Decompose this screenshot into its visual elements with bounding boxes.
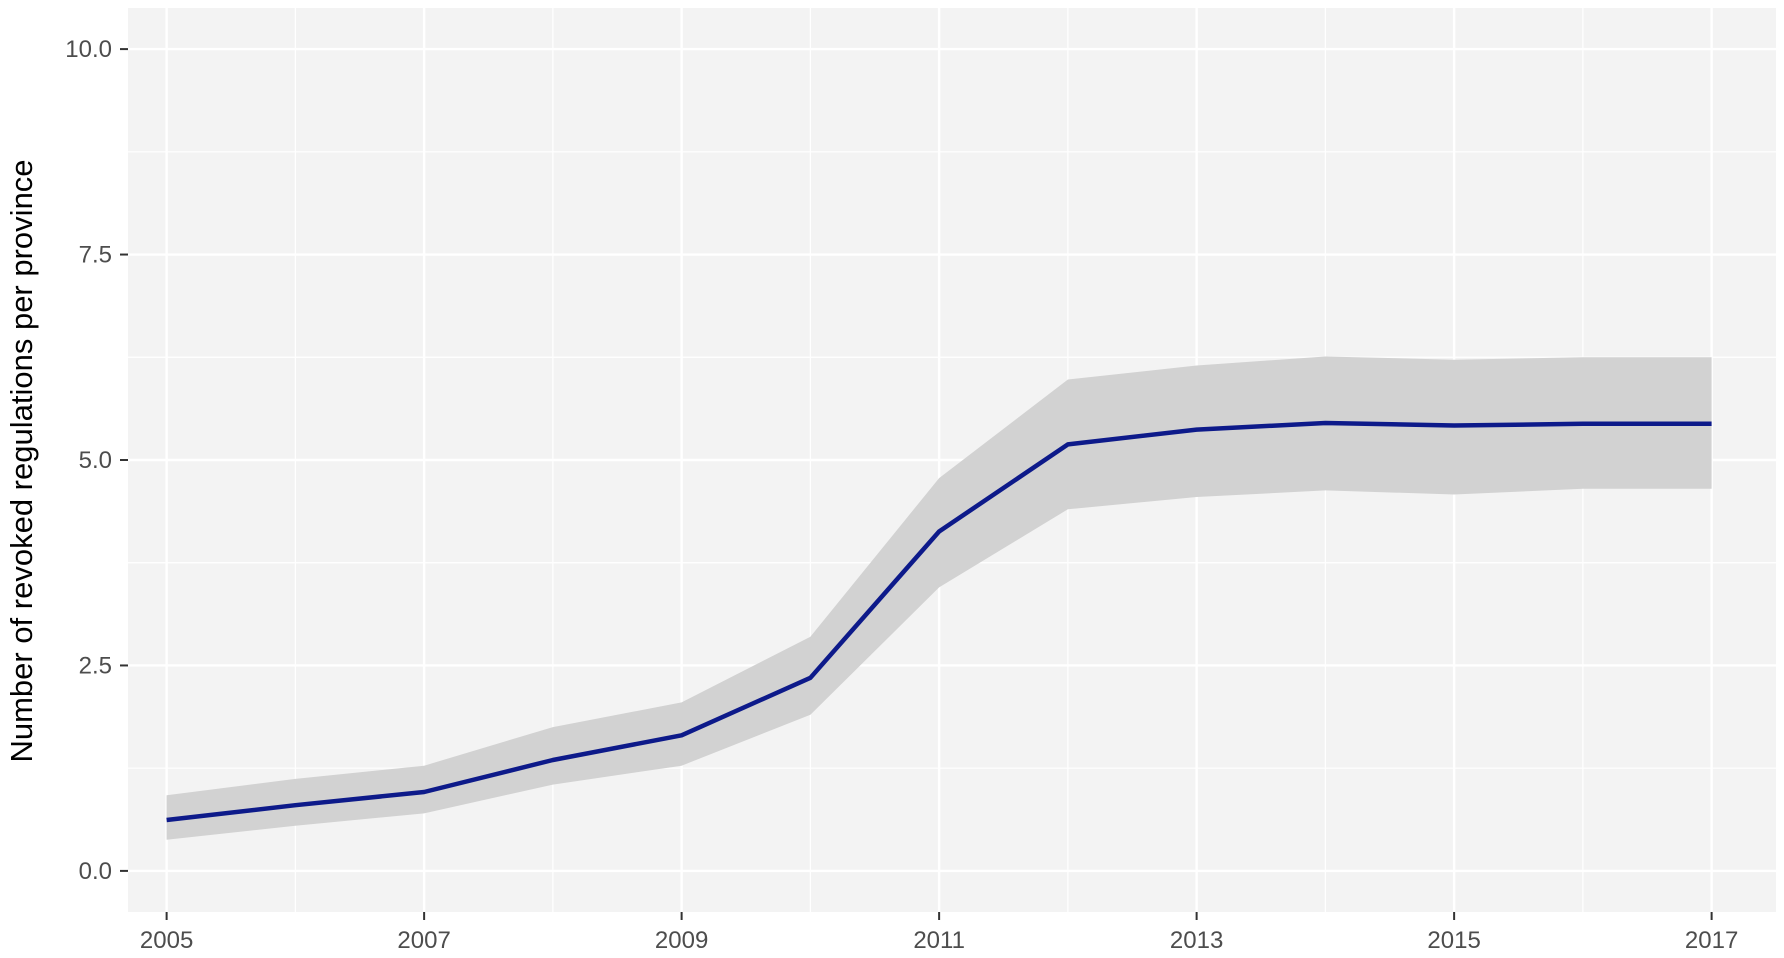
series-line <box>166 420 1712 823</box>
x-tick-label: 2009 <box>655 927 708 954</box>
confidence-band <box>166 356 1712 840</box>
y-axis-title: Number of revoked regulations per provin… <box>4 159 39 762</box>
y-tick-label: 0.0 <box>79 858 112 885</box>
x-axis: 2005 2007 2009 2011 2013 2015 2017 <box>140 912 1738 954</box>
x-tick-label: 2017 <box>1685 927 1738 954</box>
y-tick-label: 2.5 <box>79 652 112 679</box>
x-tick-label: 2013 <box>1170 927 1223 954</box>
x-tick-label: 2015 <box>1427 927 1480 954</box>
y-tick-label: 7.5 <box>79 242 112 269</box>
y-tick-label: 10.0 <box>65 36 112 63</box>
x-tick-label: 2007 <box>397 927 450 954</box>
x-tick-label: 2005 <box>140 927 193 954</box>
y-axis: 0.0 2.5 5.0 7.5 10.0 <box>65 36 128 885</box>
x-tick-label: 2011 <box>913 927 965 954</box>
y-tick-label: 5.0 <box>79 447 112 474</box>
